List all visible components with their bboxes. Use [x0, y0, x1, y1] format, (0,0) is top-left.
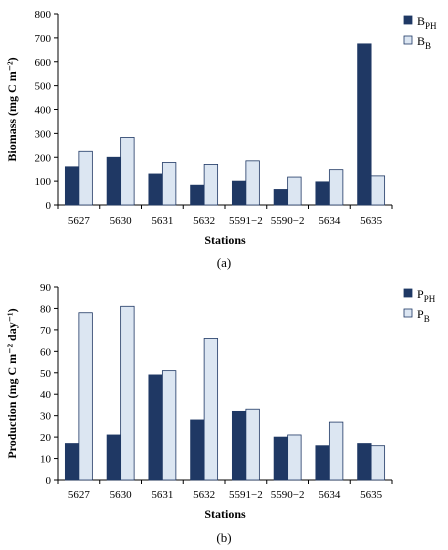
bar-b-ph: [148, 173, 163, 206]
bar-b-b: [245, 160, 260, 206]
legend-label: BPH: [417, 14, 437, 31]
panel-caption: (a): [217, 255, 231, 270]
y-tick-label: 700: [35, 33, 52, 45]
bar-p-ph: [231, 410, 247, 481]
x-tick-label: 5632: [193, 215, 215, 227]
bar-b-ph: [231, 180, 247, 206]
y-tick-label: 200: [35, 152, 52, 164]
legend-swatch: [403, 15, 413, 25]
bar-b-ph: [315, 181, 330, 206]
y-tick-label: 80: [40, 303, 52, 315]
legend-swatch: [403, 35, 413, 45]
y-tick-label: 100: [35, 176, 52, 188]
y-tick-label: 400: [35, 105, 52, 117]
x-tick-label: 5627: [68, 215, 91, 227]
bar-p-b: [245, 408, 260, 481]
y-tick-label: 0: [46, 475, 52, 487]
legend-label-main: P: [417, 287, 424, 301]
y-tick-label: 300: [35, 128, 52, 140]
x-tick-label: 5631: [151, 489, 173, 501]
x-tick-label: 5591−2: [229, 215, 263, 227]
legend-swatch: [403, 288, 413, 298]
x-tick-label: 5627: [68, 489, 91, 501]
y-tick-label: 0: [46, 200, 52, 212]
legend-label-subscript: PH: [424, 294, 436, 304]
bar-p-ph: [64, 443, 80, 481]
bar-b-ph: [106, 156, 122, 206]
legend-label-main: B: [417, 14, 425, 28]
bar-p-ph: [106, 434, 122, 481]
x-tick-label: 5630: [110, 215, 133, 227]
bar-b-b: [370, 175, 386, 206]
y-tick-label: 70: [40, 325, 52, 337]
legend-label-subscript: PH: [425, 21, 437, 31]
bar-p-ph: [273, 436, 289, 481]
bar-p-b: [120, 305, 135, 481]
legend-label-subscript: B: [424, 314, 430, 324]
bar-p-ph: [190, 419, 205, 481]
panel-caption: (b): [216, 530, 231, 545]
y-axis-title: Production (mg C m⁻² day⁻¹): [5, 308, 19, 458]
legend-label-main: B: [417, 34, 425, 48]
y-tick-label: 40: [40, 389, 52, 401]
bar-b-b: [120, 137, 135, 206]
legend-label: PPH: [417, 287, 436, 304]
x-tick-label: 5634: [318, 489, 341, 501]
legend-label-main: P: [417, 307, 424, 321]
x-tick-label: 5632: [193, 489, 215, 501]
y-tick-label: 600: [35, 57, 52, 69]
bar-p-b: [78, 312, 93, 481]
x-tick-label: 5630: [110, 489, 133, 501]
chart-production: 0 10 20 30 40 50 60 70 80 90 5627 5630 5631 5632 5591−…: [5, 282, 436, 545]
x-axis-title: Stations: [204, 233, 246, 247]
legend-label: PB: [417, 307, 430, 324]
x-tick-label: 5634: [318, 215, 341, 227]
bar-p-b: [370, 445, 386, 481]
bar-p-b: [287, 434, 302, 481]
bar-p-b: [203, 338, 219, 481]
y-tick-label: 10: [40, 454, 52, 466]
bar-b-b: [161, 162, 177, 206]
x-tick-label: 5635: [360, 215, 383, 227]
bar-b-ph: [64, 166, 80, 206]
bar-p-b: [328, 421, 344, 481]
x-tick-label: 5590−2: [271, 215, 305, 227]
bar-p-ph: [315, 445, 330, 481]
y-tick-label: 800: [35, 9, 52, 21]
bar-b-ph: [190, 184, 205, 206]
bar-b-ph: [357, 43, 372, 206]
y-tick-label: 30: [40, 411, 52, 423]
bar-p-ph: [148, 374, 163, 481]
bar-b-b: [78, 150, 93, 206]
x-tick-label: 5635: [360, 489, 383, 501]
legend-swatch: [403, 308, 413, 318]
bar-b-b: [328, 169, 344, 206]
x-tick-label: 5590−2: [271, 489, 305, 501]
y-tick-label: 500: [35, 81, 52, 93]
y-tick-label: 20: [40, 432, 52, 444]
bar-p-b: [161, 370, 177, 481]
legend-label-subscript: B: [425, 41, 431, 51]
bar-b-b: [203, 164, 219, 206]
y-axis-title: Biomass (mg C m⁻²): [5, 57, 19, 161]
legend-label: BB: [417, 34, 431, 51]
y-tick-label: 60: [40, 346, 52, 358]
chart-biomass: 0 100 200 300 400 500 600 700 800 5627 5630 5631 563…: [5, 9, 437, 270]
y-tick-label: 90: [40, 282, 52, 294]
y-tick-label: 50: [40, 368, 52, 380]
bar-p-ph: [357, 443, 372, 481]
x-tick-label: 5631: [151, 215, 173, 227]
bar-b-ph: [273, 189, 289, 206]
x-tick-label: 5591−2: [229, 489, 263, 501]
bar-b-b: [287, 176, 302, 206]
x-axis-title: Stations: [204, 507, 246, 521]
